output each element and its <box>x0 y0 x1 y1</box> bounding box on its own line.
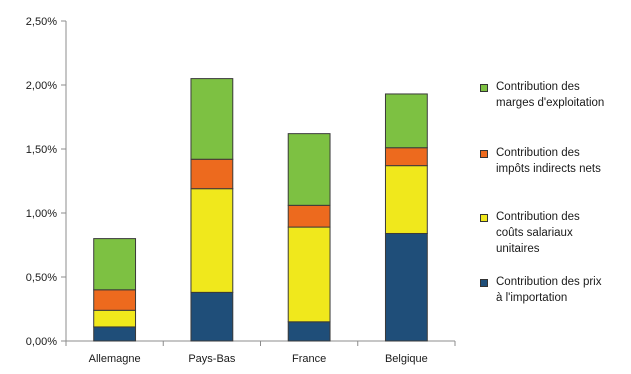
legend-label-impots: Contribution des impôts indirects nets <box>496 147 601 175</box>
bar-segment <box>93 289 137 311</box>
legend-label-prix: Contribution des prix à l'importation <box>496 276 602 304</box>
bars <box>93 78 428 342</box>
bar-segment <box>384 232 428 342</box>
y-tick-label: 2,00% <box>26 80 57 92</box>
legend-swatch-impots <box>480 150 488 158</box>
bar-segment <box>93 238 137 291</box>
legend-swatch-marges <box>480 84 488 92</box>
y-tick-label: 2,50% <box>26 16 57 28</box>
bar-segment <box>384 165 428 234</box>
legend-swatch-couts <box>480 214 488 222</box>
x-tick-label: France <box>292 353 326 365</box>
x-axis: Allemagne Pays-Bas France Belgique <box>65 340 456 365</box>
legend-swatch-prix <box>480 279 488 287</box>
bar-segment <box>287 204 331 228</box>
y-axis: 0,00% 0,50% 1,00% 1,50% 2,00% 2,50% <box>26 16 67 348</box>
y-tick-label: 0,50% <box>26 272 57 284</box>
y-tick-label: 1,50% <box>26 144 57 156</box>
legend-label-marges: Contribution des marges d'exploitation <box>496 81 605 109</box>
y-tick-label: 0,00% <box>26 336 57 348</box>
bar-segment <box>287 133 331 206</box>
bar-segment <box>190 78 234 160</box>
bar-segment <box>287 226 331 323</box>
bar-segment <box>190 158 234 190</box>
bar-segment <box>93 309 137 328</box>
x-tick-label: Pays-Bas <box>188 353 236 365</box>
bar-segment <box>190 188 234 293</box>
bar-segment <box>93 326 137 342</box>
x-tick-label: Allemagne <box>89 353 141 365</box>
bar-segment <box>384 93 428 149</box>
legend-label-couts: Contribution des coûts salariaux unitair… <box>496 211 580 255</box>
bar-segment <box>190 291 234 342</box>
bar-segment <box>287 321 331 342</box>
bar-segment <box>384 147 428 167</box>
x-tick-label: Belgique <box>385 353 428 365</box>
y-tick-label: 1,00% <box>26 208 57 220</box>
